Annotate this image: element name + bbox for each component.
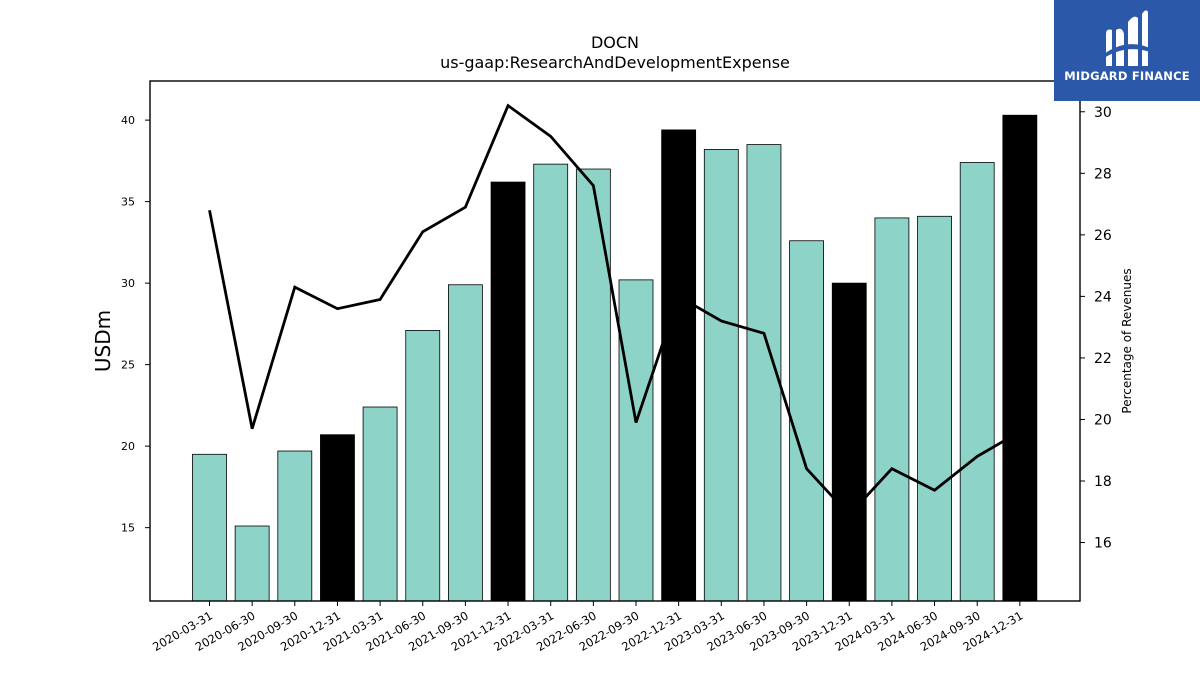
midgard-finance-logo: MIDGARD FINANCE [1054, 0, 1200, 101]
logo-mark-icon [1104, 10, 1150, 67]
bar-2020-12-31 [320, 434, 355, 602]
bar-2020-03-31 [192, 453, 227, 602]
y-tick-label-35: 35 [121, 196, 135, 209]
y2-axis-label: Percentage of Revenues [1120, 268, 1134, 413]
bar-2022-09-30 [618, 279, 654, 602]
y-tick-label-30: 30 [121, 277, 135, 290]
y-tick-label-20: 20 [121, 440, 135, 453]
bar-2024-12-31 [1002, 114, 1038, 602]
y-tick-label-15: 15 [121, 522, 135, 535]
bar-2023-03-31 [703, 149, 739, 602]
chart-subtitle: us-gaap:ResearchAndDevelopmentExpense [440, 53, 790, 72]
bar-2022-03-31 [533, 163, 569, 602]
bar-2024-03-31 [874, 217, 910, 602]
bar-2020-09-30 [277, 450, 313, 602]
bar-2021-06-30 [405, 330, 441, 602]
bar-2022-12-31 [661, 129, 697, 602]
y2-tick-label-20: 20 [1094, 412, 1112, 428]
y-axis-label: USDm [91, 310, 115, 372]
y-tick-label-40: 40 [121, 114, 135, 127]
revenue-percentage-line [208, 103, 1021, 517]
plot-frame [149, 80, 1081, 602]
y2-tick-label-18: 18 [1094, 474, 1112, 490]
line-group [208, 103, 1021, 517]
y2-tick-label-28: 28 [1094, 166, 1112, 182]
logo-text: MIDGARD FINANCE [1064, 69, 1190, 83]
bar-2022-06-30 [575, 168, 611, 602]
bar-2023-09-30 [789, 240, 824, 602]
bar-2023-12-31 [831, 282, 867, 602]
y2-tick-label-24: 24 [1094, 289, 1112, 305]
y2-tick-label-16: 16 [1094, 536, 1112, 552]
bar-2021-03-31 [362, 406, 398, 602]
bar-2021-09-30 [447, 284, 483, 602]
bar-2024-09-30 [959, 162, 995, 602]
bars-group [192, 114, 1038, 602]
chart-title: DOCN [591, 33, 639, 52]
bar-2021-12-31 [490, 181, 526, 602]
y2-tick-label-30: 30 [1094, 105, 1112, 121]
y2-tick-label-22: 22 [1094, 351, 1112, 367]
y-tick-label-25: 25 [121, 359, 135, 372]
y2-tick-label-26: 26 [1094, 228, 1112, 244]
bar-2024-06-30 [917, 215, 952, 602]
bar-2020-06-30 [234, 525, 270, 602]
